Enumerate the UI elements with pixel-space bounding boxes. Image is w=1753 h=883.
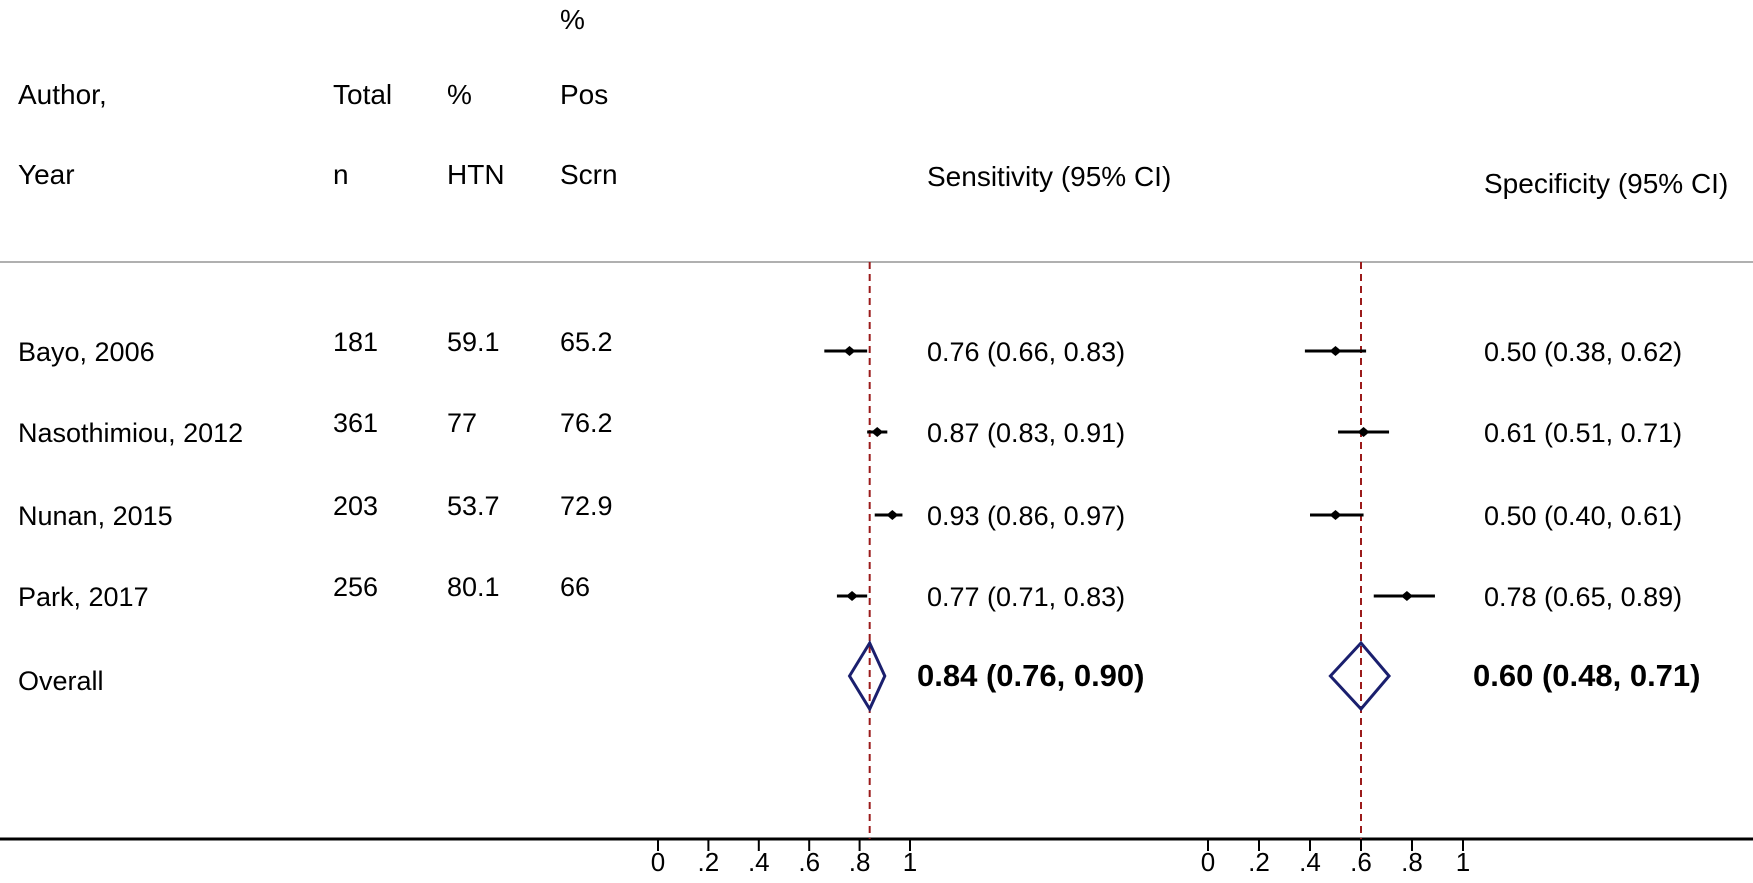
study-author: Park, 2017 [18,582,149,612]
sens-ci-label: 0.76 (0.66, 0.83) [927,337,1125,367]
header-pos-line1: % [560,4,585,35]
spec-axis-tick-label: 0 [1201,847,1215,877]
header-pos-line3: Scrn [560,159,618,190]
spec-point-marker [1357,427,1370,437]
spec-axis-tick-label: .4 [1299,847,1321,877]
sens-axis-tick-label: .8 [849,847,871,877]
spec-axis-tick-label: .6 [1350,847,1372,877]
header-htn-line2: HTN [447,159,505,190]
spec-point-marker [1329,510,1342,520]
sens-pooled-diamond [847,639,887,713]
spec-point-marker [1329,346,1342,356]
study-total-n: 361 [333,408,378,438]
overall-label: Overall [18,666,104,696]
sens-point-marker [843,346,856,356]
sens-ci-label: 0.77 (0.71, 0.83) [927,582,1125,612]
study-pct-pos-scrn: 76.2 [560,408,613,438]
spec-ci-label: 0.50 (0.40, 0.61) [1484,501,1682,531]
spec-ci-label: 0.78 (0.65, 0.89) [1484,582,1682,612]
study-pct-pos-scrn: 66 [560,572,590,602]
spec-axis-tick-label: .2 [1248,847,1270,877]
study-pct-htn: 77 [447,408,477,438]
header-sensitivity: Sensitivity (95% CI) [927,161,1171,192]
plot-marks: 0.76 (0.66, 0.83) 0.87 (0.83, 0.91) 0.93 (… [651,262,1701,877]
study-pct-htn: 80.1 [447,572,500,602]
sens-point-marker [846,591,859,601]
spec-pooled-diamond [1328,640,1392,712]
sens-point-marker [871,427,884,437]
header-author-line1: Author, [18,79,107,110]
header-htn-line1: % [447,79,472,110]
sens-axis-tick-label: .4 [748,847,770,877]
sens-ci-label: 0.87 (0.83, 0.91) [927,418,1125,448]
sens-point-marker [886,510,899,520]
sens-axis-tick-label: .6 [798,847,820,877]
spec-point-marker [1400,591,1413,601]
study-pct-pos-scrn: 65.2 [560,327,613,357]
study-pct-htn: 59.1 [447,327,500,357]
study-total-n: 256 [333,572,378,602]
spec-pooled-label: 0.60 (0.48, 0.71) [1473,658,1701,693]
study-author: Bayo, 2006 [18,337,155,367]
spec-axis-tick-label: .8 [1401,847,1423,877]
study-author: Nunan, 2015 [18,501,173,531]
header-total-line2: n [333,159,349,190]
sens-axis-tick-label: 1 [903,847,917,877]
sens-ci-label: 0.93 (0.86, 0.97) [927,501,1125,531]
spec-ci-label: 0.50 (0.38, 0.62) [1484,337,1682,367]
study-pct-htn: 53.7 [447,491,500,521]
study-rows: Bayo, 2006 181 59.1 65.2 Nasothimiou, 2012 36… [18,327,613,612]
study-total-n: 203 [333,491,378,521]
study-pct-pos-scrn: 72.9 [560,491,613,521]
header-total-line1: Total [333,79,392,110]
spec-ci-label: 0.61 (0.51, 0.71) [1484,418,1682,448]
study-author: Nasothimiou, 2012 [18,418,243,448]
sens-pooled-label: 0.84 (0.76, 0.90) [917,658,1145,693]
study-total-n: 181 [333,327,378,357]
header-specificity: Specificity (95% CI) [1484,168,1728,199]
spec-axis-tick-label: 1 [1456,847,1470,877]
sens-axis-tick-label: .2 [698,847,720,877]
header-author-line2: Year [18,159,75,190]
header-pos-line2: Pos [560,79,608,110]
sens-axis-tick-label: 0 [651,847,665,877]
